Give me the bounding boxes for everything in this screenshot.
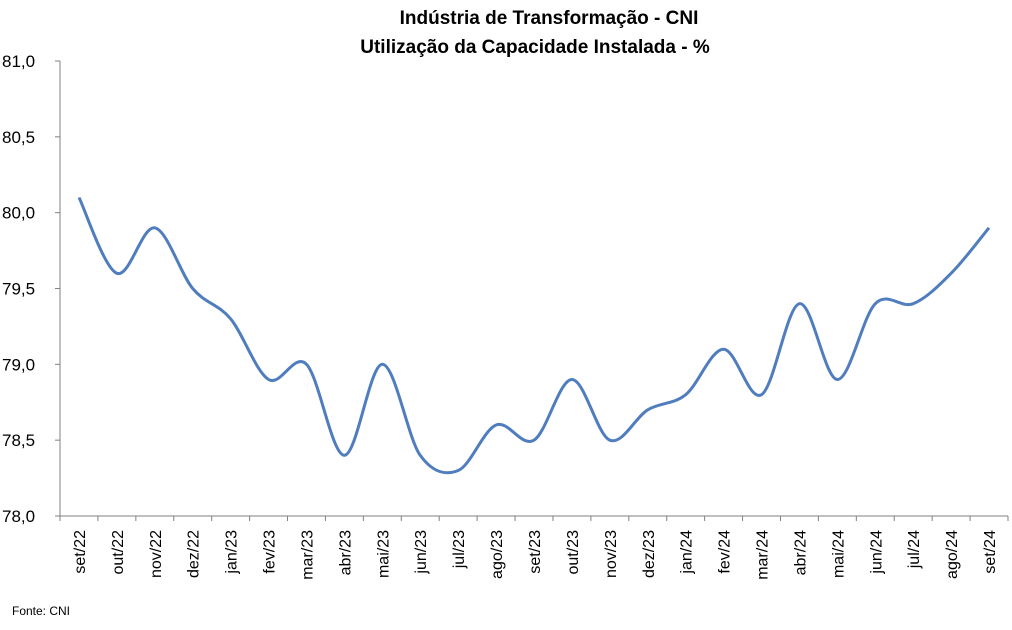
- x-axis: set/22 out/22 nov/22 dez/22 jan/23 fev/23 mar/…: [59, 515, 1009, 580]
- y-tick-label: 78,0: [2, 507, 35, 526]
- y-tick-label: 79,0: [2, 355, 35, 374]
- y-axis: 81,0 80,5 80,0 79,5 79,0 78,5 78,0: [2, 52, 61, 526]
- x-tick-label: mai/23: [375, 530, 392, 578]
- data-point-nov-22: [153, 226, 156, 229]
- data-point-set-23: [533, 439, 536, 442]
- data-point-set-22: [77, 196, 80, 199]
- data-point-out-23: [570, 378, 573, 381]
- data-point-mar-24: [760, 393, 763, 396]
- x-tick-label: fev/23: [262, 530, 279, 574]
- x-tick-label: jul/24: [906, 530, 923, 569]
- x-tick-label: ago/23: [489, 530, 506, 579]
- data-point-jun-23: [419, 454, 422, 457]
- x-tick-label: dez/23: [641, 530, 658, 578]
- data-point-jul-24: [912, 302, 915, 305]
- x-tick-label: jul/23: [451, 530, 468, 569]
- data-point-fev-24: [722, 348, 725, 351]
- data-point-mai-23: [381, 363, 384, 366]
- y-tick-label: 80,0: [2, 204, 35, 223]
- y-tick-label: 79,5: [2, 280, 35, 299]
- data-point-jul-23: [457, 469, 460, 472]
- x-tick-label: mai/24: [830, 530, 847, 578]
- data-point-dez-23: [646, 408, 649, 411]
- x-tick-label: set/23: [527, 530, 544, 574]
- x-tick-label: jan/24: [679, 530, 696, 575]
- chart-subtitle: Utilização da Capacidade Instalada - %: [360, 37, 710, 58]
- data-point-abr-23: [343, 454, 346, 457]
- data-point-ago-23: [495, 424, 498, 427]
- data-point-jun-24: [874, 302, 877, 305]
- x-tick-label: jun/23: [413, 530, 430, 575]
- x-tick-label: set/22: [72, 530, 89, 574]
- data-point-mar-23: [305, 363, 308, 366]
- x-tick-label: mar/23: [299, 530, 316, 580]
- x-tick-label: abr/24: [792, 530, 809, 575]
- x-tick-label: dez/22: [186, 530, 203, 578]
- data-point-ago-24: [950, 272, 953, 275]
- x-tick-label: out/22: [110, 530, 127, 575]
- x-tick-label: jun/24: [868, 530, 885, 575]
- y-tick-label: 80,5: [2, 128, 35, 147]
- y-tick-label: 78,5: [2, 431, 35, 450]
- data-point-out-22: [115, 272, 118, 275]
- x-tick-label: fev/24: [717, 530, 734, 574]
- x-tick-label: mar/24: [755, 530, 772, 580]
- data-point-jan-24: [684, 393, 687, 396]
- source-note: Fonte: CNI: [12, 604, 71, 618]
- x-tick-label: ago/24: [944, 530, 961, 579]
- x-tick-label: abr/23: [337, 530, 354, 575]
- data-series: [77, 196, 991, 475]
- x-tick-label: out/23: [565, 530, 582, 575]
- data-point-fev-23: [267, 378, 270, 381]
- x-tick-label: set/24: [982, 530, 999, 574]
- y-tick-label: 81,0: [2, 52, 35, 71]
- data-point-set-24: [988, 226, 991, 229]
- data-point-abr-24: [798, 302, 801, 305]
- data-point-dez-22: [191, 287, 194, 290]
- series-line: [77, 196, 991, 475]
- chart-title: Indústria de Transformação - CNI: [400, 8, 699, 29]
- x-tick-label: nov/23: [603, 530, 620, 578]
- x-tick-label: jan/23: [224, 530, 241, 575]
- data-point-jan-23: [229, 317, 232, 320]
- x-tick-label: nov/22: [148, 530, 165, 578]
- data-point-mai-24: [836, 378, 839, 381]
- data-point-nov-23: [608, 439, 611, 442]
